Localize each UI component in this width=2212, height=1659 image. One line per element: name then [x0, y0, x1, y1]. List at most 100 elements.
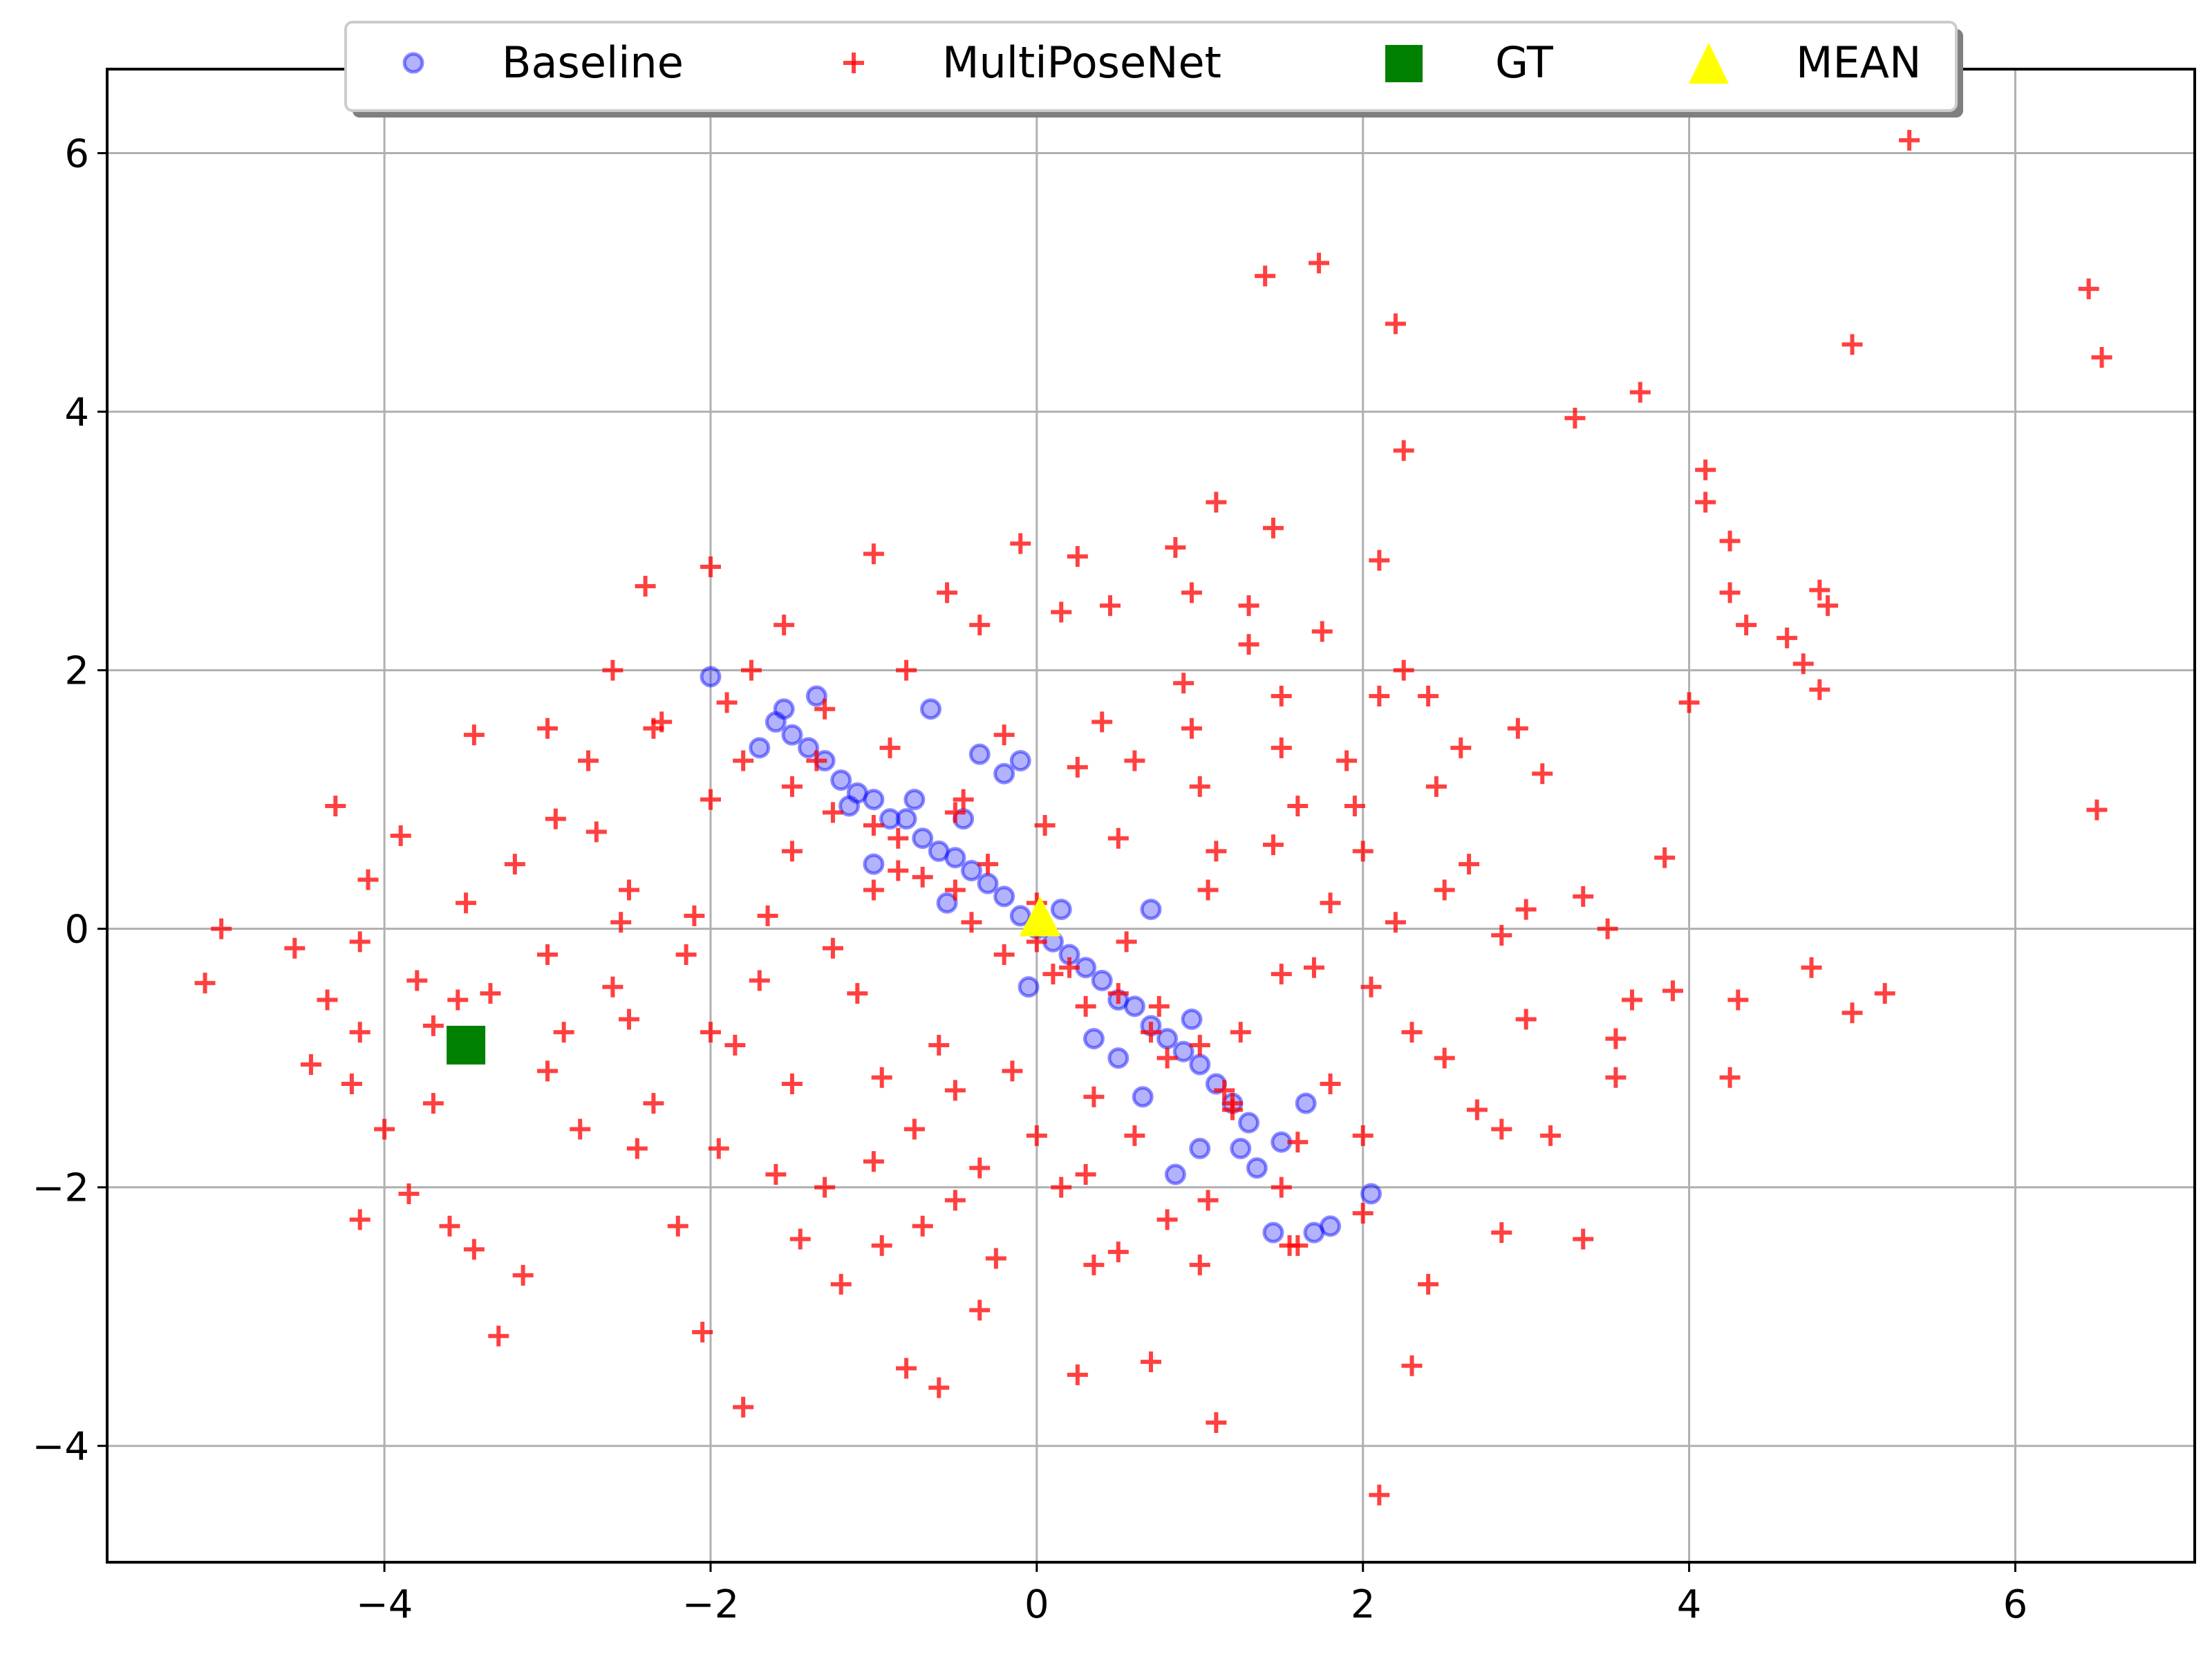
multiposenet-point — [1311, 621, 1333, 642]
multiposenet-point — [1352, 841, 1374, 862]
multiposenet-point — [1238, 595, 1259, 617]
multiposenet-point — [822, 937, 843, 959]
multiposenet-point — [398, 1183, 420, 1205]
multiposenet-point — [1654, 847, 1676, 868]
baseline-point — [960, 859, 982, 881]
multiposenet-point — [1051, 601, 1072, 623]
multiposenet-point — [896, 1358, 917, 1379]
multiposenet-point — [944, 879, 966, 901]
baseline-point — [1156, 1028, 1179, 1050]
multiposenet-point — [1165, 536, 1186, 558]
multiposenet-point — [1792, 653, 1814, 675]
multiposenet-point — [1067, 546, 1088, 568]
baseline-point — [1295, 1092, 1317, 1114]
multiposenet-point — [1352, 1203, 1374, 1224]
multiposenet-point — [993, 944, 1015, 966]
multiposenet-point — [1181, 582, 1202, 603]
multiposenet-point — [480, 983, 501, 1004]
multiposenet-point — [1002, 1060, 1023, 1082]
multiposenet-point — [1271, 1177, 1292, 1198]
multiposenet-point — [300, 1054, 321, 1075]
baseline-point — [798, 737, 820, 759]
baseline-point — [977, 872, 999, 894]
multiposenet-point — [1124, 750, 1145, 771]
multiposenet-point — [879, 737, 901, 758]
multiposenet-point — [1450, 737, 1472, 758]
multiposenet-point — [928, 1034, 950, 1056]
baseline-point — [1360, 1183, 1382, 1205]
baseline-point — [1123, 995, 1145, 1018]
multiposenet-point — [667, 1215, 688, 1237]
legend-mean-label: MEAN — [1796, 37, 1921, 88]
baseline-point — [1238, 1112, 1260, 1134]
baseline-point — [879, 808, 901, 830]
multiposenet-point — [602, 976, 624, 997]
multiposenet-point — [1459, 854, 1480, 875]
multiposenet-point — [684, 905, 705, 926]
multiposenet-point — [1059, 957, 1080, 978]
baseline-point — [944, 847, 966, 869]
multiposenet-point — [1197, 1190, 1219, 1211]
multiposenet-point — [1320, 892, 1341, 914]
multiposenet-point — [1573, 1228, 1594, 1250]
multiposenet-point — [317, 989, 338, 1011]
multiposenet-point — [1425, 776, 1447, 797]
baseline-point — [928, 840, 950, 862]
x-tick-label: 4 — [1677, 1582, 1702, 1627]
multiposenet-point — [708, 1138, 729, 1159]
multiposenet-point — [1385, 912, 1406, 933]
multiposenet-point — [349, 1209, 371, 1230]
multiposenet-point — [341, 1074, 362, 1095]
multiposenet-point — [1352, 1125, 1374, 1146]
multiposenet-point — [1148, 995, 1170, 1017]
baseline-point — [993, 885, 1015, 908]
grid — [107, 69, 2195, 1562]
multiposenet-point — [1051, 1177, 1072, 1198]
multiposenet-point — [619, 879, 639, 901]
multiposenet-point — [1777, 627, 1798, 648]
multiposenet-point — [1255, 265, 1276, 287]
baseline-point — [1303, 1221, 1325, 1244]
multiposenet-point — [284, 937, 306, 959]
multiposenet-point — [781, 1074, 803, 1095]
baseline-point — [919, 698, 941, 720]
multiposenet-point — [888, 827, 909, 849]
multiposenet-point — [822, 802, 843, 823]
multiposenet-point — [545, 808, 566, 830]
multiposenet-point — [1206, 1412, 1227, 1434]
multiposenet-point — [1841, 1002, 1863, 1024]
multiposenet-point — [1515, 899, 1537, 920]
multiposenet-point — [1181, 718, 1202, 739]
multiposenet-point — [357, 869, 379, 890]
y-tick-label: 2 — [64, 649, 89, 694]
multiposenet-point — [1141, 1351, 1161, 1373]
multiposenet-point — [847, 983, 868, 1004]
baseline-point — [895, 808, 917, 830]
multiposenet-point — [578, 750, 599, 771]
multiposenet-point — [863, 543, 884, 565]
multiposenet-point — [1230, 1022, 1251, 1043]
multiposenet-point — [1214, 1080, 1235, 1101]
multiposenet-point — [1532, 763, 1553, 785]
multiposenet-point — [1189, 776, 1210, 797]
multiposenet-point — [211, 918, 232, 939]
baseline-point — [1091, 969, 1113, 991]
baseline-point — [903, 789, 926, 811]
multiposenet-point — [871, 1067, 892, 1088]
multiposenet-point — [1369, 686, 1390, 707]
baseline-point — [830, 769, 852, 791]
multiposenet-point — [1124, 1125, 1145, 1146]
multiposenet-point — [749, 970, 770, 991]
legend-gt-marker — [1385, 45, 1423, 82]
y-tick-label: −2 — [32, 1166, 89, 1211]
baseline-point — [1009, 905, 1031, 927]
baseline-point — [805, 685, 827, 707]
multiposenet-point — [1344, 795, 1365, 816]
multiposenet-point — [390, 825, 411, 846]
multiposenet-point — [1817, 595, 1839, 617]
multiposenet-point — [1841, 334, 1863, 355]
baseline-point — [1320, 1215, 1342, 1237]
legend-multiposenet-marker — [843, 53, 864, 73]
